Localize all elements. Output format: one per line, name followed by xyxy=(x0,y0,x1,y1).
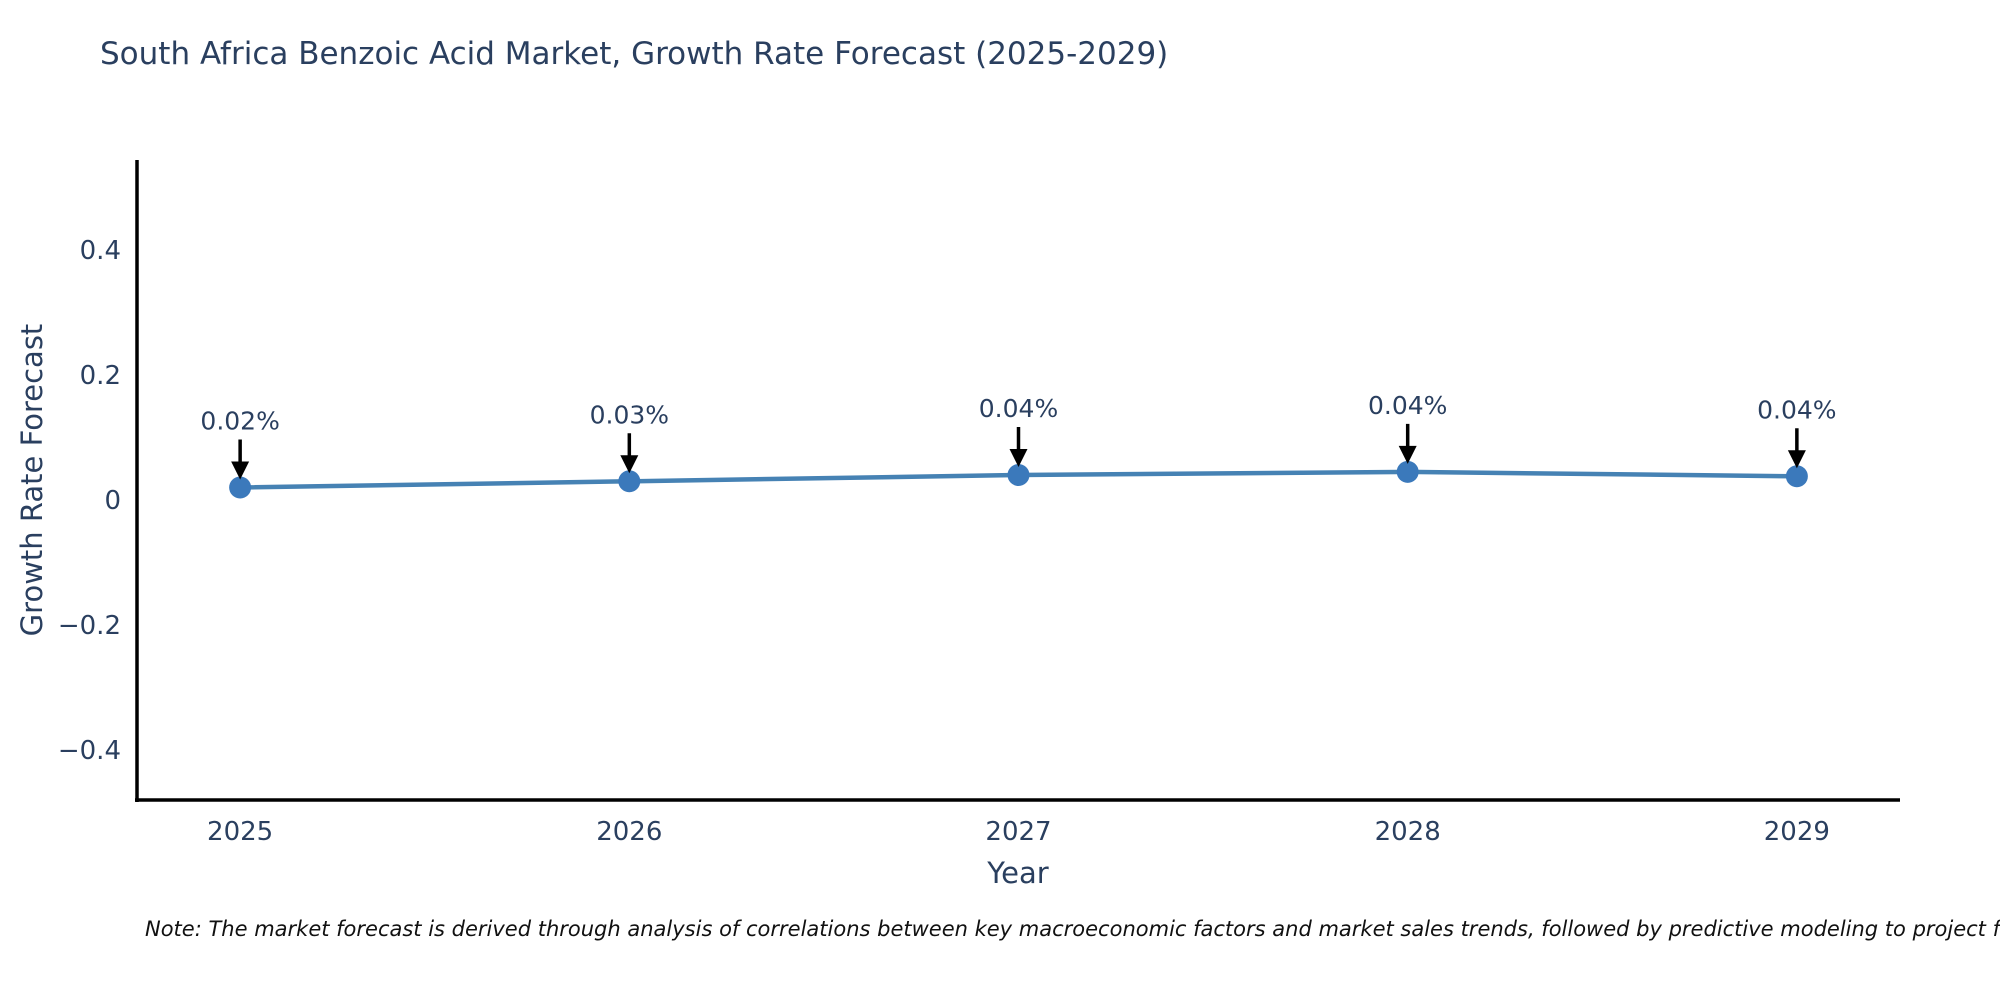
data-point xyxy=(1785,465,1808,488)
y-tick-label: −0.4 xyxy=(58,736,121,766)
y-tick-label: 0 xyxy=(104,486,121,516)
annotation-arrowhead-icon xyxy=(231,461,250,480)
chart-title: South Africa Benzoic Acid Market, Growth… xyxy=(100,36,1169,72)
x-tick-label: 2029 xyxy=(1764,817,1830,847)
x-tick-label: 2028 xyxy=(1375,817,1441,847)
y-tick-label: −0.2 xyxy=(58,611,121,641)
y-tick-label: 0.2 xyxy=(80,361,121,391)
annotation-label: 0.02% xyxy=(200,407,279,436)
annotation-arrowhead-icon xyxy=(1787,450,1806,469)
annotation-arrowhead-icon xyxy=(1009,449,1028,467)
annotation-label: 0.03% xyxy=(590,400,669,429)
annotation-label: 0.04% xyxy=(979,394,1058,423)
x-tick-label: 2026 xyxy=(596,817,662,847)
x-tick-label: 2025 xyxy=(207,817,273,847)
annotation-label: 0.04% xyxy=(1757,395,1836,424)
x-axis-title: Year xyxy=(987,856,1049,890)
data-point xyxy=(618,470,641,493)
x-tick-label: 2027 xyxy=(985,817,1051,847)
annotation-label: 0.04% xyxy=(1368,391,1447,420)
annotation-arrowhead-icon xyxy=(1398,445,1417,464)
y-tick-label: 0.4 xyxy=(80,236,121,266)
data-point xyxy=(1396,460,1419,483)
data-point xyxy=(1007,464,1030,486)
footnote: Note: The market forecast is derived thr… xyxy=(145,917,2000,941)
data-point xyxy=(229,476,252,499)
annotation-arrowhead-icon xyxy=(620,455,639,474)
